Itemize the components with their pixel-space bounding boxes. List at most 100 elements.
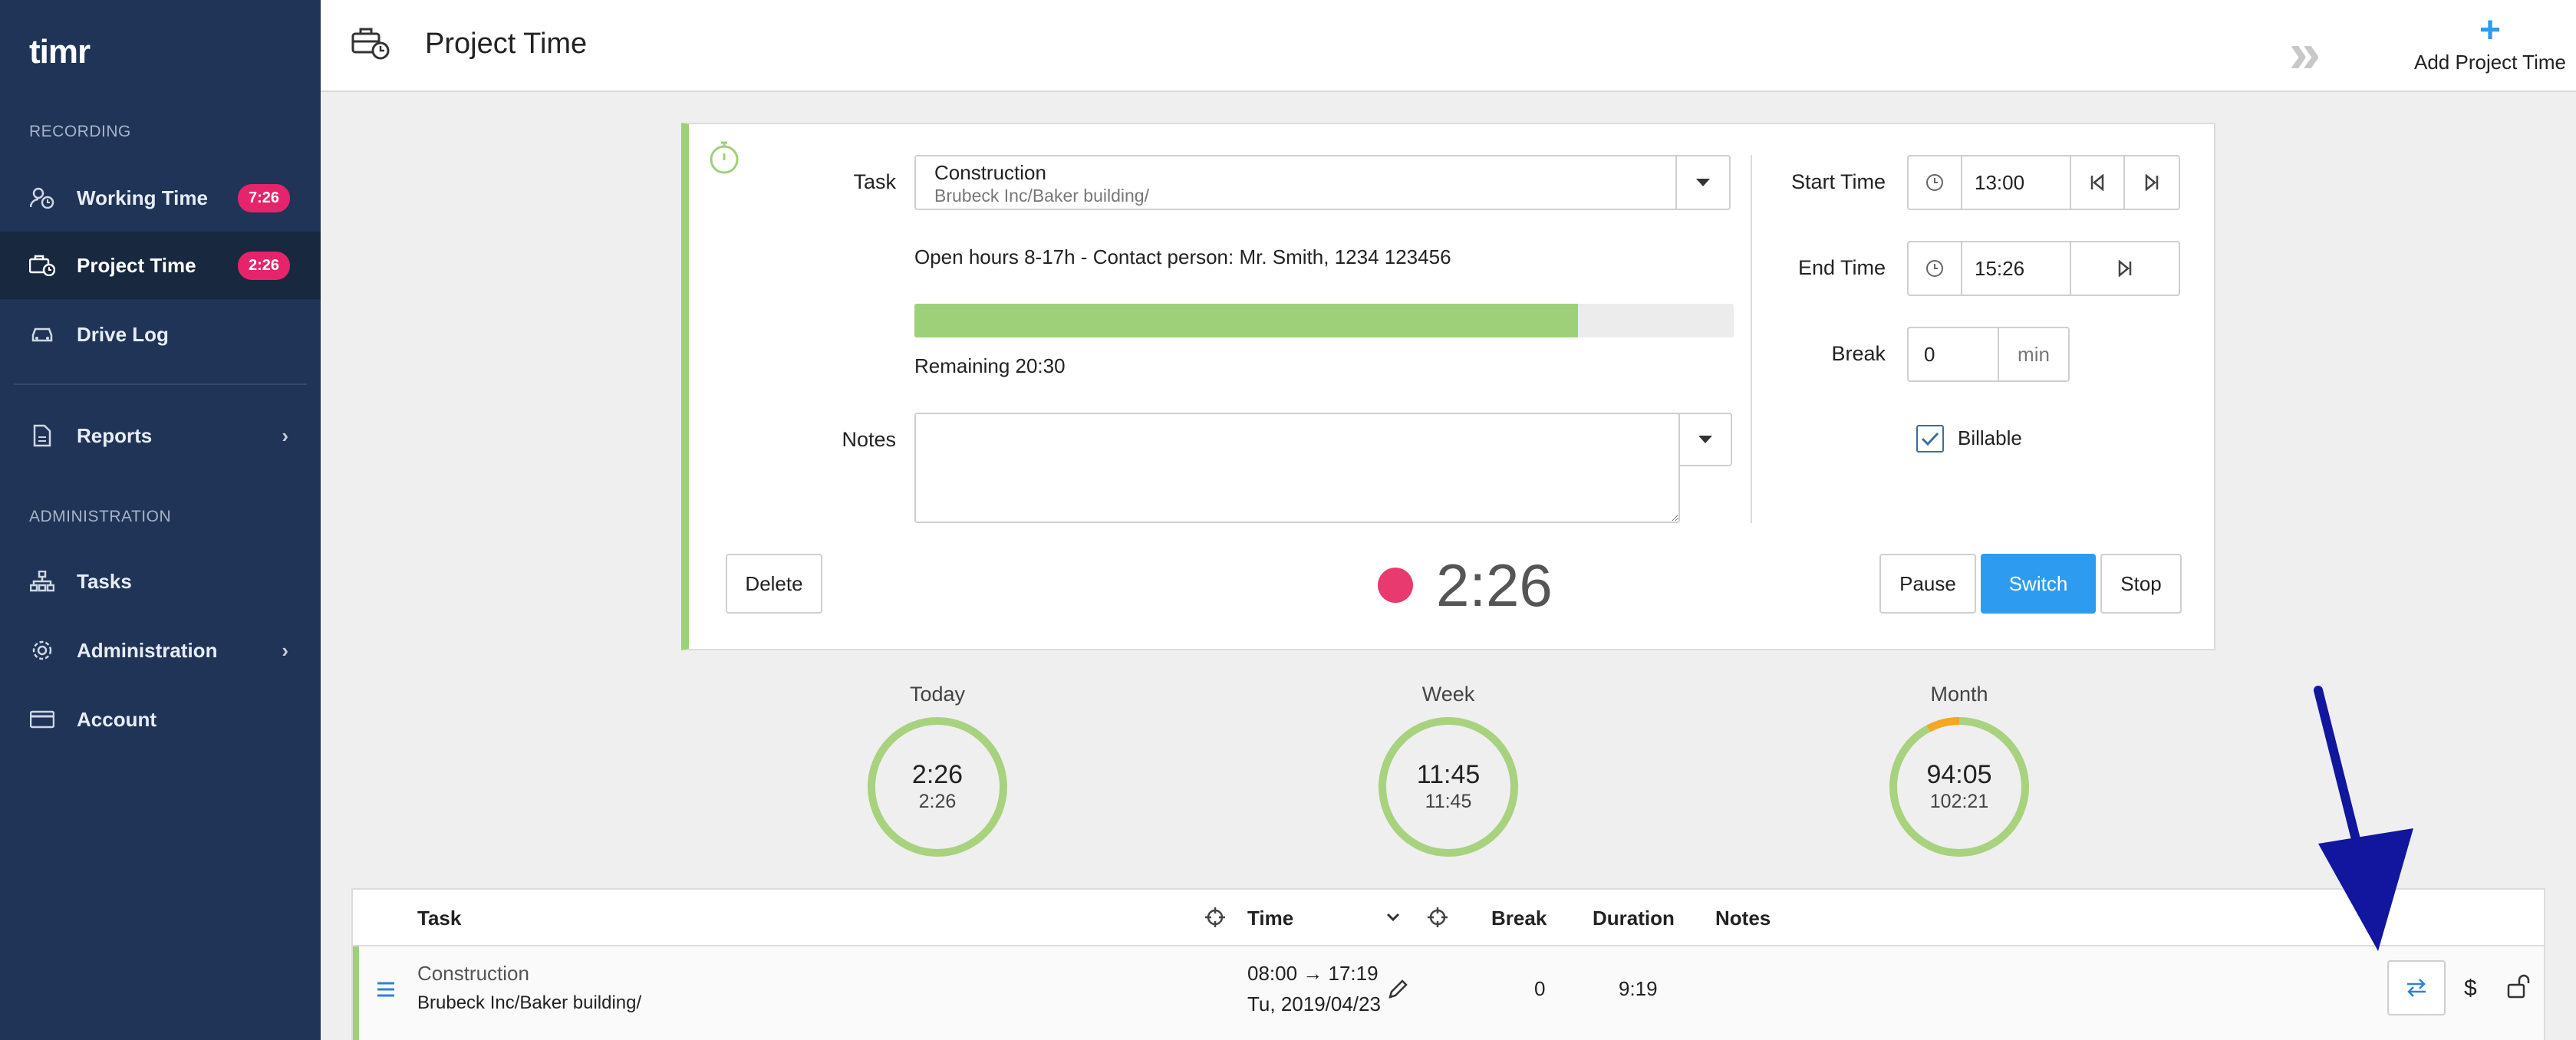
section-label-administration: ADMINISTRATION bbox=[29, 508, 172, 525]
summary-value: 11:45 bbox=[1416, 760, 1481, 789]
summary-week: Week 11:45 11:45 bbox=[1372, 683, 1525, 860]
end-time-label: End Time bbox=[1797, 256, 1886, 279]
summary-value: 94:05 bbox=[1926, 760, 1992, 789]
column-header-duration[interactable]: Duration bbox=[1593, 907, 1675, 930]
task-label: Task bbox=[853, 170, 896, 193]
sidebar-item-label: Working Time bbox=[77, 186, 208, 209]
checkmark-icon bbox=[1921, 432, 1939, 446]
unlock-icon[interactable] bbox=[2507, 974, 2533, 1002]
table-header: Task Time Break Duration Notes bbox=[353, 890, 2544, 946]
stopwatch-icon bbox=[707, 138, 741, 179]
skip-forward-icon[interactable] bbox=[2125, 156, 2179, 209]
time-entries-table: Task Time Break Duration Notes Construct… bbox=[351, 888, 2545, 1040]
sidebar-item-label: Account bbox=[77, 707, 156, 731]
caret-down-icon bbox=[1696, 179, 1710, 186]
sidebar-item-label: Tasks bbox=[77, 569, 132, 593]
column-header-task[interactable]: Task bbox=[417, 907, 462, 930]
summary-ring: 2:26 2:26 bbox=[865, 714, 1010, 860]
car-icon bbox=[29, 323, 55, 346]
crosshair-icon[interactable] bbox=[1427, 907, 1448, 932]
crosshair-icon[interactable] bbox=[1204, 907, 1226, 932]
break-input[interactable]: 0 bbox=[1909, 328, 1999, 380]
chevron-right-icon: › bbox=[282, 638, 288, 662]
billable-checkbox[interactable] bbox=[1916, 425, 1944, 453]
report-icon bbox=[29, 424, 55, 447]
chevron-down-icon[interactable] bbox=[1385, 910, 1401, 929]
row-date: Tu, 2019/04/23 bbox=[1247, 992, 1381, 1015]
summary-title: Today bbox=[909, 683, 966, 706]
row-time-range: 08:00 → 17:19 bbox=[1247, 962, 1379, 985]
row-task-name: Construction bbox=[417, 962, 529, 985]
clock-icon[interactable] bbox=[1909, 156, 1962, 209]
end-time-input[interactable]: 15:26 bbox=[1962, 242, 2071, 295]
chevron-right-icon: › bbox=[282, 423, 288, 447]
top-bar: Project Time » + Add Project Time bbox=[321, 0, 2576, 92]
notes-label: Notes bbox=[842, 428, 896, 451]
table-row[interactable]: Construction Brubeck Inc/Baker building/… bbox=[353, 946, 2544, 1040]
drag-handle-icon[interactable] bbox=[376, 980, 396, 1002]
skip-forward-icon[interactable] bbox=[2071, 242, 2179, 295]
skip-back-icon[interactable] bbox=[2071, 156, 2125, 209]
clock-icon[interactable] bbox=[1909, 242, 1962, 295]
stop-button[interactable]: Stop bbox=[2100, 554, 2182, 614]
caret-down-icon bbox=[1698, 436, 1712, 443]
break-group: 0 min bbox=[1907, 327, 2070, 382]
dollar-icon[interactable]: $ bbox=[2464, 976, 2477, 1001]
column-header-break[interactable]: Break bbox=[1491, 907, 1547, 930]
project-time-badge: 2:26 bbox=[237, 251, 290, 280]
task-dropdown-button[interactable] bbox=[1675, 156, 1729, 209]
sidebar-item-working-time[interactable]: Working Time 7:26 bbox=[0, 164, 321, 232]
summary-today: Today 2:26 2:26 bbox=[861, 683, 1014, 860]
forward-chevrons-icon[interactable]: » bbox=[2289, 21, 2321, 84]
sidebar-item-label: Project Time bbox=[77, 253, 196, 277]
add-project-time-button[interactable]: + Add Project Time bbox=[2367, 11, 2576, 74]
pause-button[interactable]: Pause bbox=[1879, 554, 1976, 614]
page-title: Project Time bbox=[425, 28, 588, 60]
switch-entry-button[interactable] bbox=[2387, 960, 2446, 1015]
end-time-group: 15:26 bbox=[1907, 241, 2180, 296]
sidebar-item-label: Administration bbox=[77, 638, 218, 662]
sidebar-item-account[interactable]: Account bbox=[0, 686, 321, 753]
summary-ring: 94:05 102:21 bbox=[1886, 714, 2032, 860]
task-select[interactable]: Construction Brubeck Inc/Baker building/ bbox=[914, 155, 1731, 210]
hierarchy-icon bbox=[29, 570, 55, 593]
sidebar-item-drive-log[interactable]: Drive Log bbox=[0, 301, 321, 368]
progress-fill bbox=[914, 304, 1579, 337]
sidebar-item-administration[interactable]: Administration › bbox=[0, 617, 321, 684]
sidebar-divider bbox=[14, 383, 307, 385]
section-label-recording: RECORDING bbox=[29, 123, 131, 140]
switch-button[interactable]: Switch bbox=[1981, 554, 2096, 614]
user-clock-icon bbox=[29, 186, 55, 209]
delete-button[interactable]: Delete bbox=[726, 554, 822, 614]
app-logo[interactable]: timr bbox=[29, 28, 114, 83]
summary-ring: 11:45 11:45 bbox=[1375, 714, 1521, 860]
start-time-input[interactable]: 13:00 bbox=[1962, 156, 2071, 209]
annotation-arrow-icon bbox=[2314, 686, 2413, 951]
task-info-text: Open hours 8-17h - Contact person: Mr. S… bbox=[914, 245, 1451, 268]
recording-indicator bbox=[1378, 568, 1413, 603]
notes-dropdown-button[interactable] bbox=[1678, 413, 1732, 466]
form-separator bbox=[1751, 155, 1752, 523]
row-duration: 9:19 bbox=[1619, 977, 1658, 1000]
sidebar-item-label: Drive Log bbox=[77, 322, 169, 346]
break-label: Break bbox=[1831, 342, 1886, 365]
summary-target: 11:45 bbox=[1425, 791, 1472, 812]
start-time-label: Start Time bbox=[1790, 170, 1886, 193]
summary-title: Month bbox=[1930, 683, 1988, 706]
break-unit: min bbox=[2018, 342, 2050, 366]
working-time-badge: 7:26 bbox=[237, 183, 290, 212]
sidebar: timr RECORDING Working Time 7:26 Project… bbox=[0, 0, 321, 1040]
task-progress-bar bbox=[914, 304, 1734, 337]
task-name: Construction bbox=[934, 161, 1046, 184]
notes-textarea[interactable] bbox=[914, 413, 1680, 523]
column-header-time[interactable]: Time bbox=[1247, 907, 1294, 930]
edit-pencil-icon[interactable] bbox=[1387, 977, 1410, 1004]
summary-title: Week bbox=[1421, 683, 1475, 706]
sidebar-item-reports[interactable]: Reports › bbox=[0, 402, 321, 469]
sidebar-item-project-time[interactable]: Project Time 2:26 bbox=[0, 232, 321, 299]
sidebar-item-tasks[interactable]: Tasks bbox=[0, 548, 321, 615]
briefcase-clock-icon bbox=[29, 254, 55, 277]
svg-text:timr: timr bbox=[29, 33, 91, 71]
column-header-notes[interactable]: Notes bbox=[1715, 907, 1771, 930]
remaining-text: Remaining 20:30 bbox=[914, 354, 1066, 377]
